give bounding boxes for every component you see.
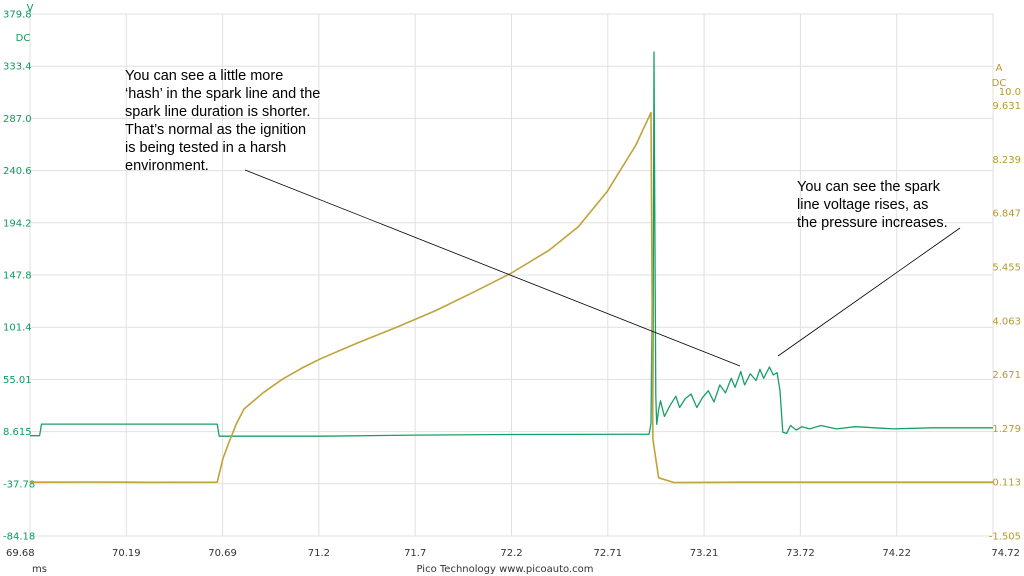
annotation-line: line voltage rises, as bbox=[797, 197, 928, 213]
right-tick-label: 4.063 bbox=[992, 316, 1021, 327]
x-tick-label: 74.72 bbox=[991, 548, 1020, 559]
left-axis-unit-line-1: V bbox=[27, 3, 34, 14]
annotation-line: is being tested in a harsh bbox=[125, 140, 286, 156]
left-tick-label: 333.4 bbox=[3, 62, 32, 73]
x-tick-label: 74.22 bbox=[882, 548, 911, 559]
annotation-line: environment. bbox=[125, 158, 209, 174]
right-tick-label: 8.239 bbox=[992, 155, 1021, 166]
current-trace bbox=[29, 111, 993, 484]
annotation-line: You can see the spark bbox=[797, 179, 941, 195]
annotation-line: ‘hash’ in the spark line and the bbox=[125, 86, 320, 102]
right-tick-label: 10.0 bbox=[999, 87, 1021, 98]
right-tick-label: 2.671 bbox=[992, 370, 1021, 381]
x-tick-label: 71.7 bbox=[404, 548, 426, 559]
right-tick-label: 1.279 bbox=[992, 424, 1021, 435]
right-tick-label: 6.847 bbox=[992, 209, 1021, 220]
left-tick-label: 101.4 bbox=[3, 323, 32, 334]
annotation-voltage-rises: You can see the spark line voltage rises,… bbox=[797, 179, 948, 231]
x-axis-ticks: 69.68 70.19 70.69 71.2 71.7 72.2 72.71 73.21 73.… bbox=[6, 548, 1020, 559]
left-tick-label: 55.01 bbox=[3, 375, 32, 386]
left-tick-label: 287.0 bbox=[3, 114, 32, 125]
annotation-line: You can see a little more bbox=[125, 68, 283, 84]
left-tick-label: -84.18 bbox=[3, 532, 35, 543]
x-tick-label: 70.69 bbox=[208, 548, 237, 559]
right-axis-unit-line-2: DC bbox=[992, 78, 1007, 89]
left-tick-label: 8.615 bbox=[3, 427, 32, 438]
x-tick-label: 72.71 bbox=[593, 548, 622, 559]
left-tick-label: 240.6 bbox=[3, 166, 32, 177]
right-tick-label: 5.455 bbox=[992, 262, 1021, 273]
left-axis-unit-line-2: DC bbox=[16, 33, 31, 44]
annotation-leader-line-1 bbox=[244, 169, 741, 367]
footer-credit: Pico Technology www.picoauto.com bbox=[417, 564, 594, 575]
right-axis-unit-line-1: A bbox=[996, 63, 1003, 74]
x-tick-label: 73.72 bbox=[786, 548, 815, 559]
right-axis-ticks: 10.0 9.631 8.239 6.847 5.455 4.063 2.671 1.279 -… bbox=[989, 87, 1021, 543]
x-tick-label: 70.19 bbox=[112, 548, 141, 559]
annotation-line: spark line duration is shorter. bbox=[125, 104, 310, 120]
x-axis-unit: ms bbox=[32, 564, 47, 575]
right-tick-label: -1.505 bbox=[989, 532, 1021, 543]
x-tick-label: 73.21 bbox=[690, 548, 719, 559]
x-tick-label: 72.2 bbox=[500, 548, 522, 559]
left-tick-label: 194.2 bbox=[3, 218, 32, 229]
annotation-line: the pressure increases. bbox=[797, 215, 948, 231]
x-tick-label: 69.68 bbox=[6, 548, 35, 559]
left-tick-label: 147.8 bbox=[3, 271, 32, 282]
right-tick-label: 9.631 bbox=[992, 101, 1021, 112]
left-tick-label: -37.78 bbox=[3, 479, 35, 490]
annotation-line: That’s normal as the ignition bbox=[125, 122, 306, 138]
right-tick-label: -0.113 bbox=[989, 478, 1021, 489]
left-axis-ticks: 379.8 333.4 287.0 240.6 194.2 147.8 101.4 55.01… bbox=[3, 10, 35, 543]
annotation-leader-line-2 bbox=[777, 227, 961, 357]
left-tick-label: 379.8 bbox=[3, 10, 32, 21]
x-tick-label: 71.2 bbox=[308, 548, 330, 559]
annotation-hash: You can see a little more ‘hash’ in the s… bbox=[125, 68, 320, 174]
voltage-trace bbox=[30, 51, 993, 437]
chart-grid bbox=[29, 13, 994, 537]
